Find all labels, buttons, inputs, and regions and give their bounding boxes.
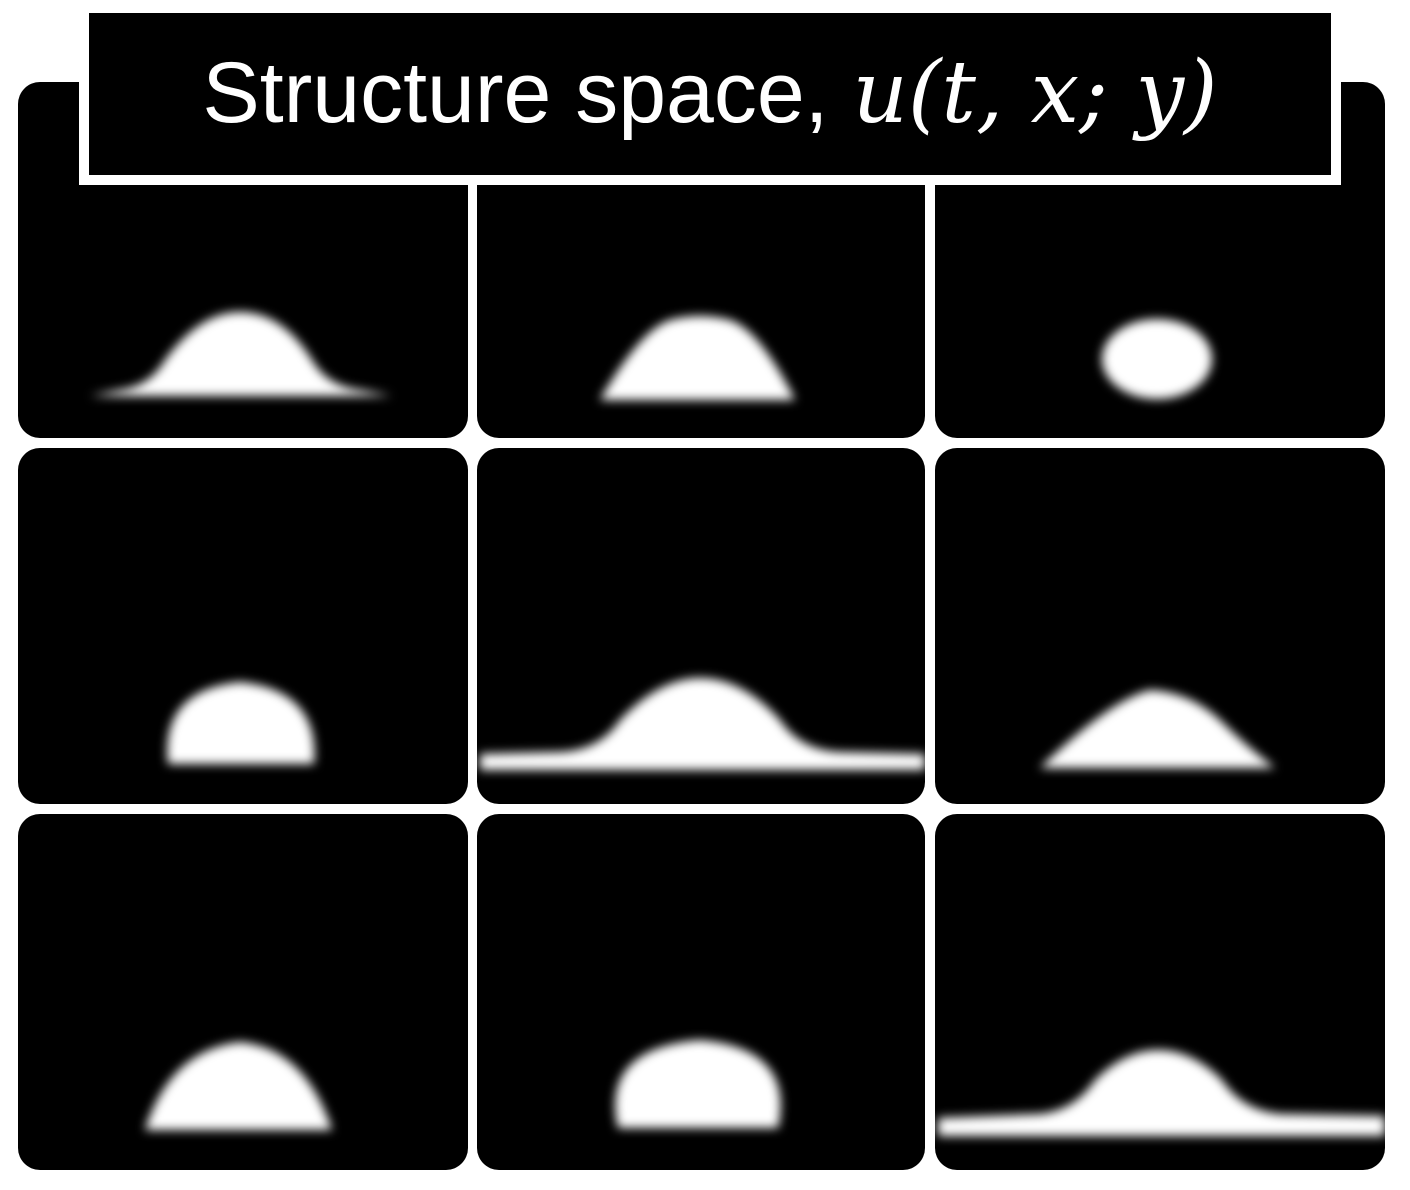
panel-r2-c2 — [477, 448, 925, 804]
title-box — [79, 3, 1341, 185]
panel-r2-c1 — [18, 448, 468, 804]
panel-r3-c2 — [477, 814, 925, 1170]
blob-shape — [167, 682, 315, 764]
title: Structure space, u(t, x; y) — [202, 43, 1217, 143]
blob-shape — [145, 1042, 332, 1130]
blob-shape — [600, 316, 795, 400]
blob-shape — [938, 1050, 1385, 1136]
blob-shape — [1102, 319, 1212, 399]
title-text: Structure space, — [202, 45, 852, 141]
panel-r2-c3 — [935, 448, 1385, 804]
blob-shape — [480, 678, 925, 770]
panel-r3-c1 — [18, 814, 468, 1170]
blob-shape — [90, 312, 392, 396]
title-math: u(t, x; y) — [852, 43, 1217, 143]
title-banner: Structure space, u(t, x; y) — [79, 3, 1341, 185]
blob-shape — [1040, 690, 1275, 768]
blob-shape — [615, 1040, 781, 1128]
panel-r3-c3 — [935, 814, 1385, 1170]
